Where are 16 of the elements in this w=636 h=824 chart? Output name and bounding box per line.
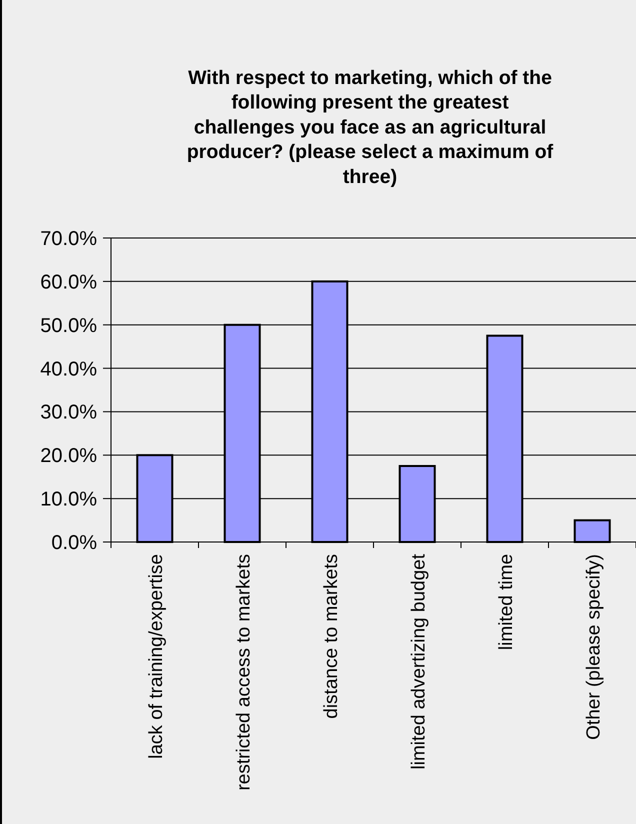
y-tick-label: 40.0% xyxy=(40,358,98,380)
y-tick-label: 10.0% xyxy=(40,488,98,511)
x-tick-label: distance to markets xyxy=(320,554,342,719)
chart-title: With respect to marketing, which of the following present the greatest challenges you face as an agricultural producer? (please select a maximum of three) xyxy=(186,67,554,188)
y-tick-label: 30.0% xyxy=(40,402,98,424)
x-tick-label: lack of training/expertise xyxy=(146,554,167,759)
y-tick-label: 50.0% xyxy=(40,314,98,337)
y-tick-label: 60.0% xyxy=(40,271,98,294)
y-tick-label: 20.0% xyxy=(40,445,98,468)
bar xyxy=(574,519,611,543)
x-tick-label: restricted access to markets xyxy=(233,554,254,791)
y-tick-label: 70.0% xyxy=(40,228,98,250)
x-tick-label: limited advertizing budget xyxy=(408,553,430,770)
y-tick-label: 0.0% xyxy=(51,532,98,554)
x-tick-label: Other (please specify) xyxy=(583,554,604,740)
x-tick-label: limited time xyxy=(496,554,517,650)
